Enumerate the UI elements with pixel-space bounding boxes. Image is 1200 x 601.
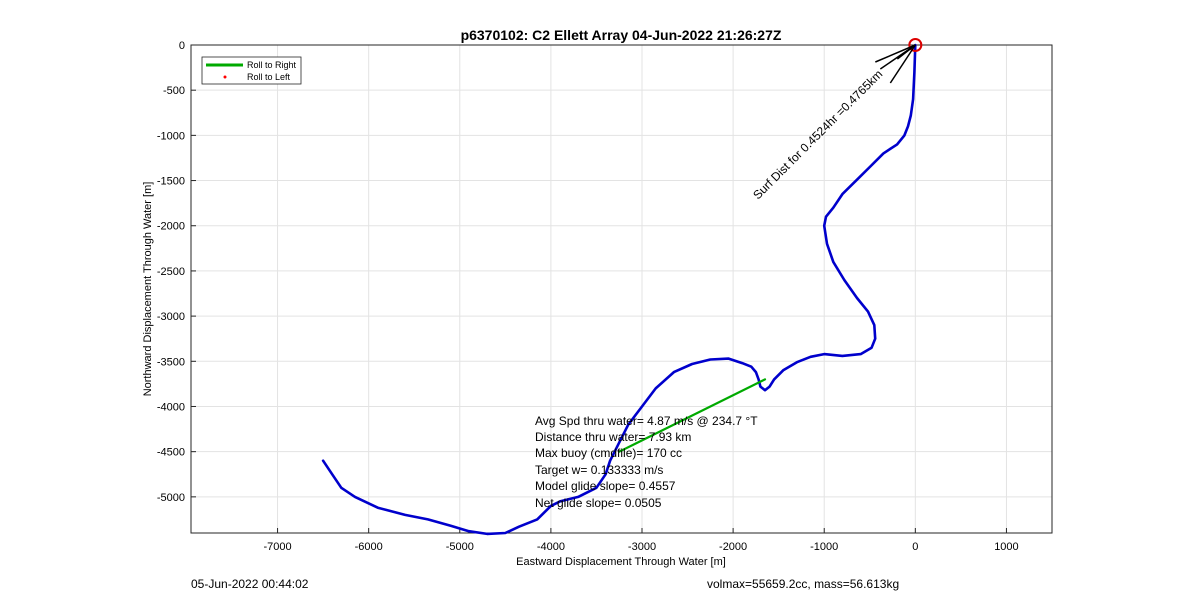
x-tick-label: -5000 (446, 541, 474, 553)
y-tick-label: -1000 (157, 130, 185, 142)
start-marker-circle (908, 38, 923, 52)
x-tick-label: 0 (912, 541, 918, 553)
series-lines (321, 43, 917, 536)
x-tick-label: 1000 (994, 541, 1018, 553)
x-tick-label: -4000 (537, 541, 565, 553)
legend-label-roll-left: Roll to Left (247, 72, 291, 82)
surface-vector-line (875, 44, 916, 63)
surface-vector-line (889, 44, 916, 84)
y-tick-label: -500 (163, 85, 185, 97)
y-tick-label: -4500 (157, 447, 185, 459)
stat-distance: Distance thru water= 7.93 km (535, 430, 691, 444)
net-displacement-line (618, 378, 767, 453)
y-tick-label: -1500 (157, 176, 185, 188)
stat-net-glide: Net glide slope= 0.0505 (535, 496, 662, 510)
legend-swatch-roll-left (223, 75, 227, 79)
surface-vector-line (896, 44, 916, 60)
x-tick-label: -1000 (810, 541, 838, 553)
x-tick-label: -3000 (628, 541, 656, 553)
y-axis-label: Northward Displacement Through Water [m] (142, 182, 154, 397)
y-tick-label: -3000 (157, 311, 185, 323)
x-tick-label: -7000 (263, 541, 291, 553)
chart-title: p6370102: C2 Ellett Array 04-Jun-2022 21… (461, 27, 782, 43)
legend: Roll to Right Roll to Left (201, 56, 302, 85)
y-tick-label: -2000 (157, 221, 185, 233)
legend-label-roll-right: Roll to Right (247, 60, 297, 70)
stat-avg-speed: Avg Spd thru water= 4.87 m/s @ 234.7 °T (535, 414, 758, 428)
footer-mass-info: volmax=55659.2cc, mass=56.613kg (707, 577, 900, 591)
stat-max-buoy: Max buoy (cmdfile)= 170 cc (535, 446, 682, 460)
stat-target-w: Target w= 0.133333 m/s (535, 463, 663, 477)
surface-vectors (875, 44, 916, 84)
glider-track-line (321, 43, 917, 536)
stats-annotation: Avg Spd thru water= 4.87 m/s @ 234.7 °T … (535, 414, 758, 510)
stat-model-glide: Model glide slope= 0.4557 (535, 479, 676, 493)
y-tick-label: -4000 (157, 401, 185, 413)
axis-ticks: -7000 -6000 -5000 -4000 -3000 -2000 -1000 0 1000… (157, 40, 1019, 553)
x-tick-label: -2000 (719, 541, 747, 553)
x-tick-label: -6000 (355, 541, 383, 553)
legend-box (201, 56, 302, 85)
plot-frame (190, 44, 1053, 534)
y-tick-label: -2500 (157, 266, 185, 278)
x-axis-label: Eastward Displacement Through Water [m] (516, 556, 726, 568)
footer-timestamp: 05-Jun-2022 00:44:02 (191, 577, 309, 591)
y-tick-label: -3500 (157, 356, 185, 368)
y-tick-label: -5000 (157, 492, 185, 504)
y-tick-label: 0 (179, 40, 185, 52)
